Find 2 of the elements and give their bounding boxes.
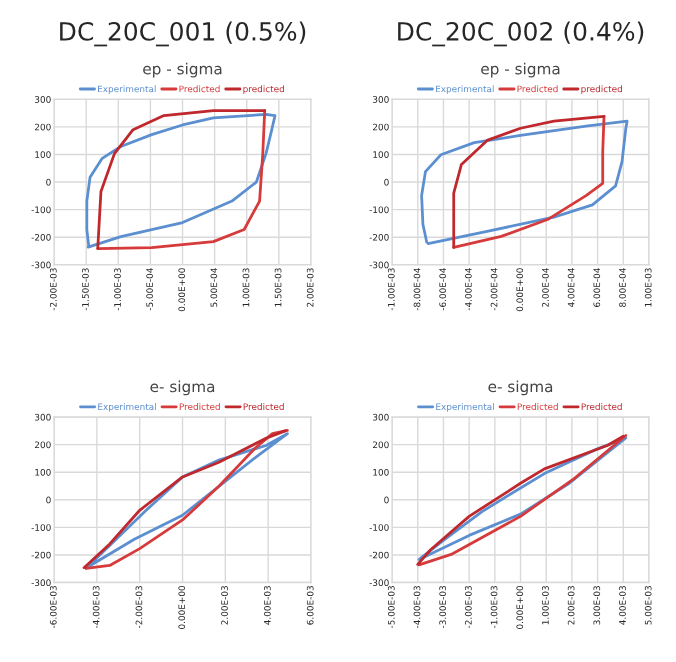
chart-title: DC_20C_001 (0.5%) xyxy=(60,21,306,47)
chart-title: DC_20C_002 (0.4%) xyxy=(398,21,644,47)
